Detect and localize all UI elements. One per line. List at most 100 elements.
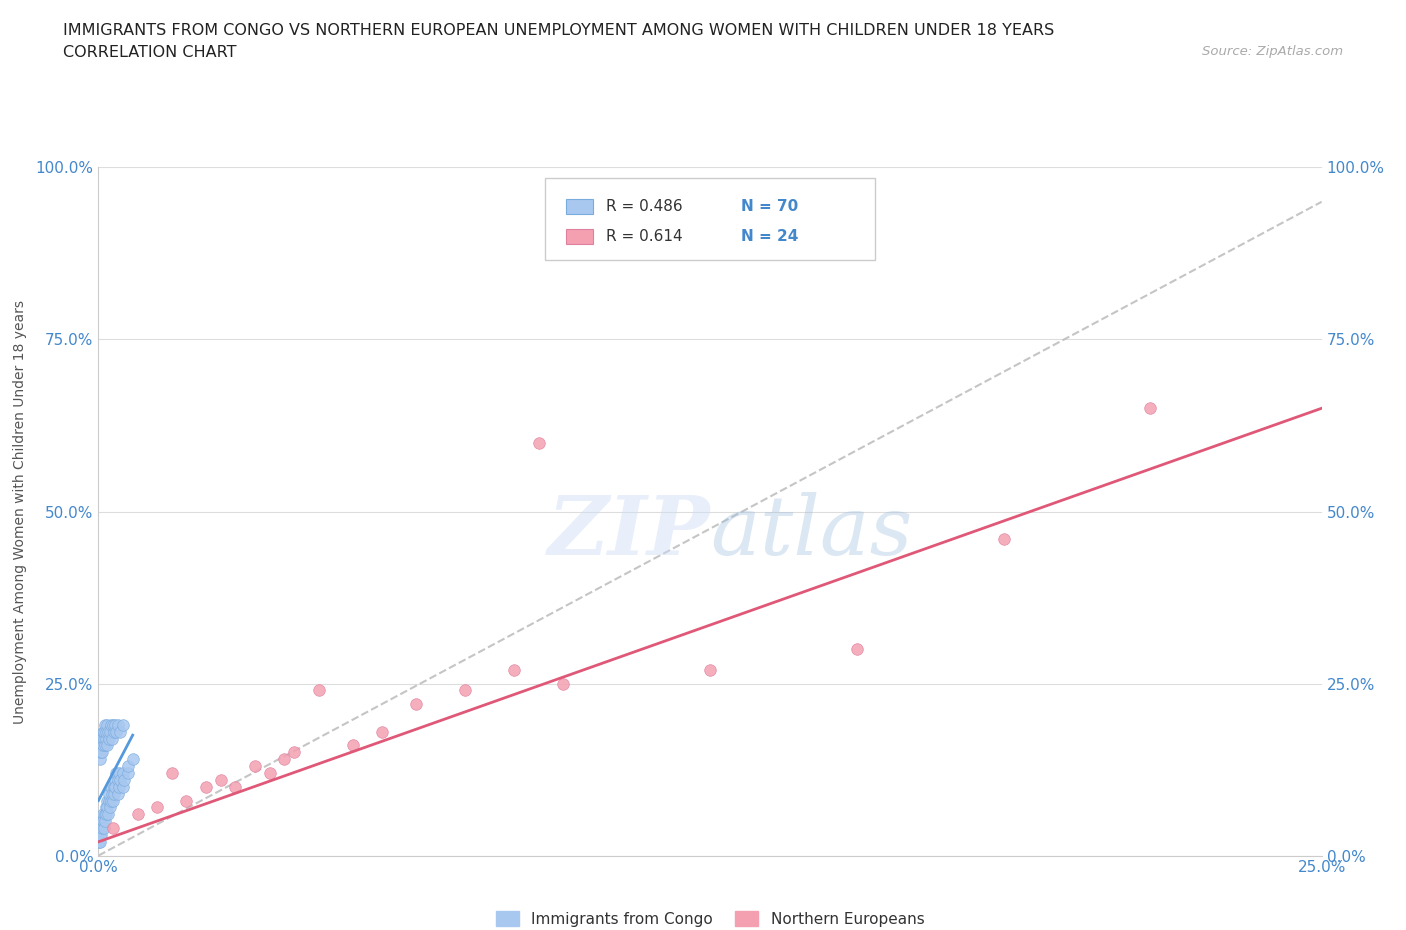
Point bbox=[111, 717, 134, 732]
Point bbox=[89, 731, 111, 746]
Text: IMMIGRANTS FROM CONGO VS NORTHERN EUROPEAN UNEMPLOYMENT AMONG WOMEN WITH CHILDRE: IMMIGRANTS FROM CONGO VS NORTHERN EUROPE… bbox=[63, 23, 1054, 38]
Point bbox=[100, 793, 122, 808]
Point bbox=[103, 779, 125, 794]
Point bbox=[94, 814, 117, 829]
Point bbox=[112, 773, 135, 788]
Point bbox=[993, 532, 1015, 547]
FancyBboxPatch shape bbox=[546, 178, 875, 260]
Point bbox=[224, 779, 246, 794]
Point bbox=[98, 786, 121, 801]
Text: R = 0.614: R = 0.614 bbox=[606, 229, 683, 244]
Point bbox=[146, 800, 169, 815]
Point bbox=[117, 759, 139, 774]
Point bbox=[112, 765, 135, 780]
Text: atlas: atlas bbox=[710, 492, 912, 572]
Point bbox=[107, 773, 129, 788]
Point bbox=[91, 820, 114, 835]
Point bbox=[100, 786, 122, 801]
Point bbox=[91, 814, 114, 829]
FancyBboxPatch shape bbox=[565, 229, 592, 244]
Point bbox=[259, 765, 281, 780]
Point bbox=[503, 662, 526, 677]
Point bbox=[94, 800, 117, 815]
Point bbox=[117, 765, 139, 780]
Point bbox=[101, 731, 124, 746]
Point bbox=[100, 717, 122, 732]
Point bbox=[96, 738, 118, 753]
Point bbox=[527, 435, 550, 450]
Point bbox=[107, 786, 129, 801]
Legend: Immigrants from Congo, Northern Europeans: Immigrants from Congo, Northern European… bbox=[489, 905, 931, 930]
Point bbox=[104, 779, 127, 794]
Point bbox=[110, 724, 132, 739]
Point bbox=[97, 793, 120, 808]
Point bbox=[104, 717, 127, 732]
Point bbox=[107, 717, 129, 732]
Text: ZIP: ZIP bbox=[547, 492, 710, 572]
Point bbox=[699, 662, 721, 677]
Point bbox=[101, 793, 124, 808]
Point bbox=[87, 745, 110, 760]
Point bbox=[94, 738, 117, 753]
Point bbox=[94, 807, 117, 822]
Point bbox=[93, 820, 115, 835]
Point bbox=[93, 724, 115, 739]
Point bbox=[308, 683, 330, 698]
Point bbox=[89, 834, 111, 849]
Point bbox=[90, 828, 112, 843]
Point bbox=[90, 731, 112, 746]
Point bbox=[105, 724, 128, 739]
Y-axis label: Unemployment Among Women with Children Under 18 years: Unemployment Among Women with Children U… bbox=[13, 299, 27, 724]
Point bbox=[101, 717, 124, 732]
Point bbox=[93, 731, 115, 746]
Point bbox=[121, 751, 143, 766]
Point bbox=[195, 779, 218, 794]
Point bbox=[90, 820, 112, 835]
Point bbox=[91, 807, 114, 822]
Point bbox=[98, 731, 121, 746]
Point bbox=[160, 765, 183, 780]
Point bbox=[103, 724, 125, 739]
Point bbox=[97, 807, 120, 822]
Point bbox=[101, 820, 124, 835]
Point bbox=[273, 751, 295, 766]
Point bbox=[89, 751, 111, 766]
Point bbox=[108, 773, 131, 788]
Text: CORRELATION CHART: CORRELATION CHART bbox=[63, 45, 236, 60]
Point bbox=[127, 807, 149, 822]
Point bbox=[97, 724, 120, 739]
Point bbox=[371, 724, 394, 739]
Point bbox=[96, 800, 118, 815]
Point bbox=[98, 724, 121, 739]
Point bbox=[94, 717, 117, 732]
Point bbox=[91, 738, 114, 753]
Point bbox=[1139, 401, 1161, 416]
Point bbox=[91, 724, 114, 739]
Point bbox=[96, 793, 118, 808]
Point bbox=[96, 717, 118, 732]
Point bbox=[89, 738, 111, 753]
Point bbox=[98, 800, 121, 815]
Point bbox=[90, 738, 112, 753]
Point bbox=[104, 765, 127, 780]
Point bbox=[103, 773, 125, 788]
Point bbox=[91, 745, 114, 760]
Point bbox=[845, 642, 868, 657]
Point bbox=[90, 745, 112, 760]
Point bbox=[176, 793, 198, 808]
Point bbox=[103, 786, 125, 801]
Point bbox=[96, 724, 118, 739]
Point bbox=[89, 834, 111, 849]
Point bbox=[243, 759, 266, 774]
Point bbox=[209, 773, 232, 788]
Text: R = 0.486: R = 0.486 bbox=[606, 199, 683, 214]
Text: N = 24: N = 24 bbox=[741, 229, 799, 244]
Point bbox=[405, 697, 427, 711]
Text: Source: ZipAtlas.com: Source: ZipAtlas.com bbox=[1202, 45, 1343, 58]
Text: N = 70: N = 70 bbox=[741, 199, 797, 214]
Point bbox=[94, 731, 117, 746]
Point bbox=[108, 779, 131, 794]
Point bbox=[90, 814, 112, 829]
FancyBboxPatch shape bbox=[565, 199, 592, 214]
Point bbox=[283, 745, 305, 760]
